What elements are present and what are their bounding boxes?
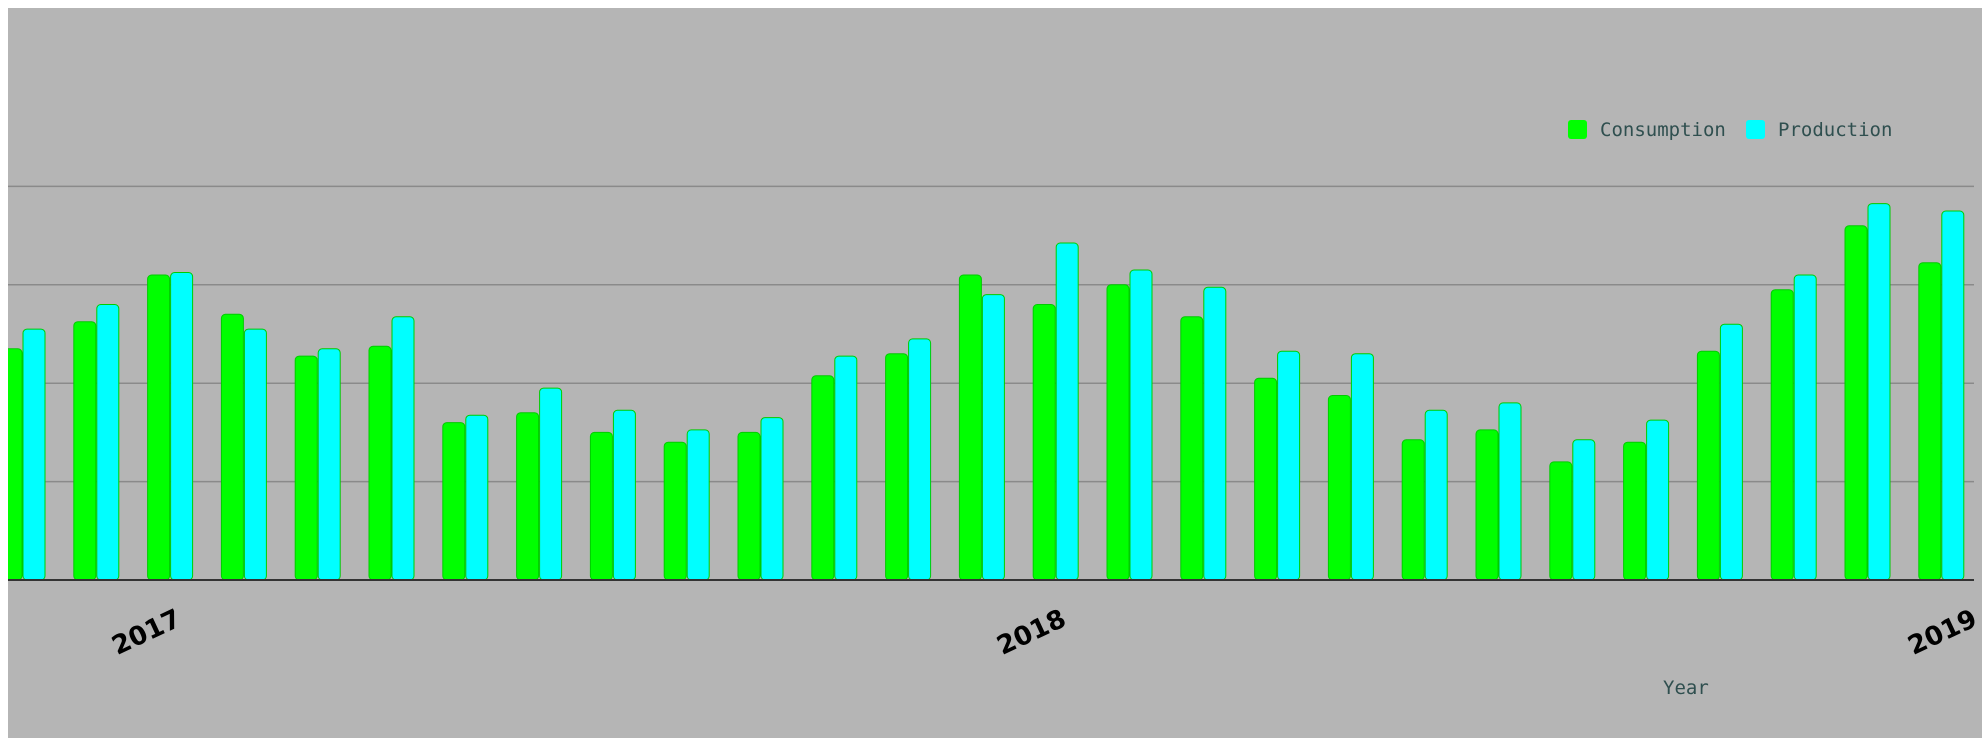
x-axis-title: Year	[1663, 677, 1709, 699]
bar-production-2018-09	[1572, 439, 1596, 581]
bar-consumption-2017-07	[516, 412, 540, 581]
bar-consumption-2018-05	[1254, 377, 1278, 581]
chart-area: 2017 2018 2019 Consumption Production Year	[8, 8, 1982, 738]
legend-swatch-consumption	[1568, 120, 1587, 139]
bar-production-2017-09	[686, 429, 710, 581]
bar-production-2018-08	[1498, 402, 1522, 581]
bar-consumption-2018-07	[1401, 439, 1425, 581]
bar-production-2017-07	[539, 387, 563, 581]
legend-swatch-production	[1746, 120, 1765, 139]
bar-production-2018-12	[1793, 274, 1817, 581]
bar-consumption-2018-06	[1327, 395, 1351, 581]
legend: Consumption Production	[1568, 119, 1892, 141]
bar-consumption-2018-12	[1770, 289, 1794, 581]
bar-consumption-2019-01	[1844, 225, 1868, 581]
bar-production-2018-11	[1719, 323, 1743, 581]
bar-production-2017-01	[96, 304, 120, 581]
bar-production-2018-06	[1350, 353, 1374, 581]
bar-consumption-2018-04	[1180, 316, 1204, 581]
legend-item-consumption: Consumption	[1568, 119, 1726, 141]
legend-label-production: Production	[1778, 119, 1892, 141]
bar-consumption-2016-12	[8, 348, 23, 581]
bar-consumption-2018-01	[958, 274, 982, 581]
x-tick-label-2017: 2017	[107, 604, 185, 662]
bar-production-2019-02	[1941, 210, 1965, 581]
bar-production-2019-01	[1867, 203, 1891, 581]
bars	[8, 203, 1965, 581]
bar-production-2018-03	[1129, 269, 1153, 581]
bar-production-2017-05	[391, 316, 415, 581]
bar-production-2017-08	[612, 409, 636, 581]
bar-production-2018-05	[1277, 350, 1301, 581]
bar-consumption-2017-03	[220, 313, 244, 581]
bar-consumption-2017-12	[885, 353, 909, 581]
bar-production-2017-10	[760, 417, 784, 581]
bar-consumption-2017-06	[442, 422, 466, 581]
bar-consumption-2018-02	[1032, 304, 1056, 581]
bar-consumption-2017-10	[737, 431, 761, 581]
legend-item-production: Production	[1746, 119, 1892, 141]
bar-production-2018-01	[981, 294, 1005, 581]
bar-production-2017-02	[170, 272, 194, 581]
bar-consumption-2017-08	[589, 431, 613, 581]
bar-consumption-2017-04	[294, 355, 318, 581]
bar-consumption-2019-02	[1918, 262, 1942, 581]
bar-consumption-2017-11	[811, 375, 835, 581]
x-tick-labels: 2017 2018 2019	[107, 604, 1981, 662]
bar-production-2017-12	[908, 338, 932, 581]
bar-production-2017-04	[317, 348, 341, 581]
legend-label-consumption: Consumption	[1600, 119, 1726, 141]
x-tick-label-2018: 2018	[992, 604, 1070, 662]
bar-consumption-2018-03	[1106, 284, 1130, 581]
bar-consumption-2018-09	[1549, 461, 1573, 581]
bar-production-2018-04	[1203, 286, 1227, 581]
bar-production-2017-11	[834, 355, 858, 581]
x-tick-label-2019: 2019	[1903, 604, 1981, 662]
bar-production-2018-10	[1646, 419, 1670, 581]
bar-production-2017-06	[465, 414, 489, 581]
bar-production-2018-07	[1424, 409, 1448, 581]
bar-consumption-2017-02	[147, 274, 171, 581]
bar-consumption-2018-11	[1696, 350, 1720, 581]
bar-consumption-2017-09	[663, 441, 687, 581]
bar-production-2017-03	[243, 328, 267, 581]
bar-consumption-2017-05	[368, 345, 392, 581]
bar-chart: 2017 2018 2019 Consumption Production Year	[8, 119, 1982, 699]
bar-production-2018-02	[1055, 242, 1079, 581]
bar-consumption-2018-08	[1475, 429, 1499, 581]
bar-production-2016-12	[22, 328, 46, 581]
bar-consumption-2017-01	[73, 321, 97, 581]
bar-consumption-2018-10	[1623, 441, 1647, 581]
